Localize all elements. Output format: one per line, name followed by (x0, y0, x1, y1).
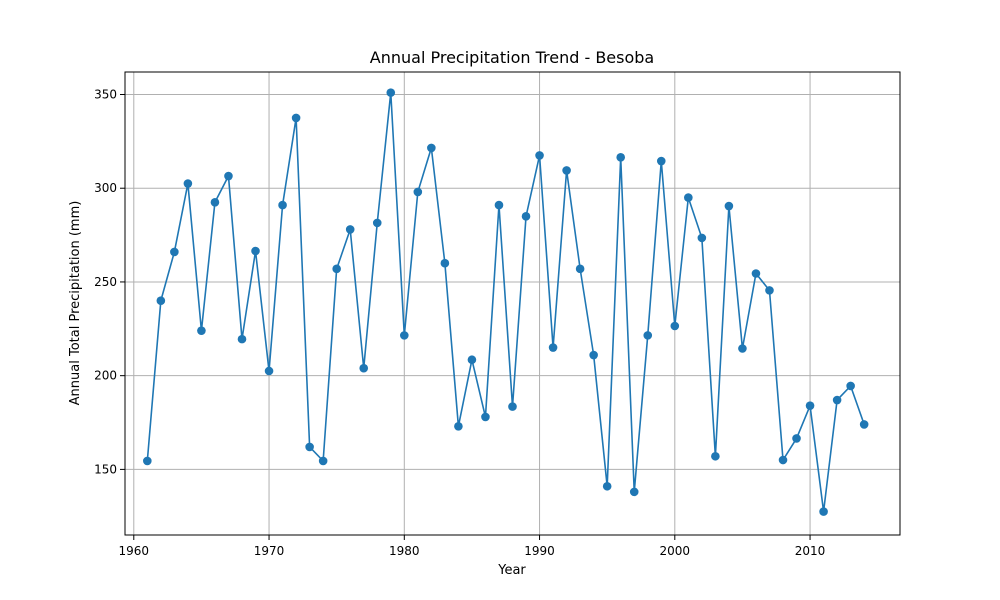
data-point (508, 402, 517, 411)
chart-title: Annual Precipitation Trend - Besoba (370, 48, 654, 67)
grid-layer (125, 72, 900, 535)
data-point (372, 218, 382, 228)
data-point (251, 246, 260, 256)
data-point (765, 286, 774, 295)
data-point (454, 421, 463, 431)
data-point (278, 200, 287, 210)
data-point (656, 156, 666, 166)
data-point (291, 113, 301, 123)
data-point (332, 264, 341, 274)
plot-frame (124, 71, 901, 536)
data-point (562, 166, 571, 175)
data-point (724, 201, 734, 211)
data-point (305, 442, 314, 452)
data-point (738, 344, 747, 353)
y-tick-label: 200 (94, 369, 117, 383)
data-point (805, 401, 815, 410)
x-tick-label: 1960 (119, 544, 150, 558)
data-point (535, 151, 544, 160)
data-point (846, 381, 855, 391)
x-tick-label: 2000 (660, 544, 691, 558)
y-axis-label: Annual Total Precipitation (mm) (68, 201, 83, 406)
data-point (832, 395, 842, 405)
data-point (345, 225, 355, 234)
data-point (197, 326, 206, 335)
data-point (670, 321, 680, 331)
data-point (684, 193, 693, 202)
data-point (643, 331, 653, 340)
data-point (224, 171, 233, 181)
y-tick-label: 250 (94, 275, 117, 289)
data-point (616, 152, 626, 162)
data-point (494, 200, 504, 210)
data-point (264, 366, 274, 376)
data-point (819, 507, 828, 516)
data-point (859, 420, 869, 429)
y-tick-label: 300 (94, 181, 117, 195)
x-tick-label: 2010 (795, 544, 826, 558)
x-tick-label: 1980 (389, 544, 420, 558)
data-point (318, 456, 328, 466)
y-tick-label: 150 (94, 462, 117, 476)
data-point (792, 434, 801, 443)
data-point (697, 233, 707, 243)
data-point (359, 363, 369, 373)
data-point (575, 264, 585, 274)
data-point (751, 269, 761, 278)
data-point (778, 455, 788, 465)
y-tick-label: 350 (94, 87, 117, 101)
x-axis-ticks: 1960 1970 1980 1990 2000 2010 (119, 535, 826, 558)
data-point (440, 258, 450, 268)
data-point (170, 247, 179, 257)
data-point (183, 179, 193, 188)
data-point-layer (143, 88, 869, 516)
data-point (413, 187, 423, 197)
data-point (521, 212, 531, 221)
data-point (711, 451, 720, 461)
x-axis-label: Year (497, 563, 526, 578)
series-line (146, 92, 865, 512)
data-point (427, 143, 436, 153)
data-point (237, 334, 247, 344)
data-point (481, 412, 490, 422)
data-point (548, 343, 558, 352)
x-tick-label: 1970 (254, 544, 285, 558)
series-line-layer (146, 92, 865, 512)
data-point (467, 355, 477, 365)
data-point (156, 296, 166, 305)
data-point (399, 331, 409, 340)
data-point (602, 481, 612, 491)
x-tick-label: 1990 (524, 544, 555, 558)
y-axis-ticks: 150 200 250 300 350 (94, 87, 125, 476)
data-point (629, 487, 639, 497)
data-point (210, 197, 220, 207)
data-point (143, 456, 152, 466)
data-point (589, 350, 598, 360)
data-point (386, 88, 396, 97)
